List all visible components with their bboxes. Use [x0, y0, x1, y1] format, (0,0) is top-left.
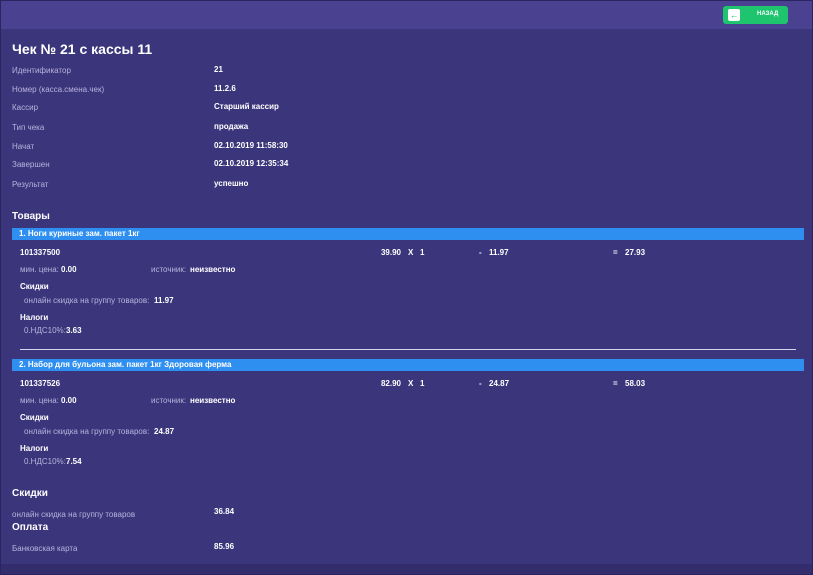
page-title: Чек № 21 с кассы 11: [12, 41, 153, 57]
section-title: Оплата: [12, 522, 49, 533]
tax-label: 0.НДС10%:: [24, 457, 66, 466]
info-value: 02.10.2019 11:58:30: [214, 141, 288, 150]
item-discount: 11.97: [489, 248, 509, 257]
item-minus: -: [479, 379, 482, 388]
separator: [20, 349, 796, 350]
item-total: 27.93: [625, 248, 646, 257]
discount-label: онлайн скидка на группу товаров:: [24, 427, 150, 436]
min-price: 0.00: [61, 396, 77, 405]
back-icon: ←: [728, 9, 740, 21]
item-total: 58.03: [625, 379, 646, 388]
discounts-title: Скидки: [20, 282, 49, 291]
discount-total-value: 36.84: [214, 507, 235, 516]
source: неизвестно: [190, 265, 236, 274]
info-label: Начат: [12, 142, 35, 151]
item-price: 39.90: [380, 248, 401, 257]
tax-value: 7.54: [66, 457, 82, 466]
section-title: Товары: [12, 211, 50, 222]
item-multiply: X: [408, 379, 414, 388]
min-price-label: мин. цена:: [20, 265, 59, 274]
item-header: 2. Набор для бульона зам. пакет 1кг Здор…: [19, 360, 232, 369]
taxes-title: Налоги: [20, 313, 49, 322]
back-button[interactable]: ← НАЗАД: [723, 6, 788, 24]
item-header-bar: [12, 359, 804, 371]
source-label: источник:: [151, 265, 187, 274]
tax-label: 0.НДС10%:: [24, 326, 66, 335]
item-equals: =: [613, 248, 618, 257]
item-discount: 24.87: [489, 379, 510, 388]
min-price-label: мин. цена:: [20, 396, 59, 405]
info-label: Идентификатор: [12, 66, 71, 75]
info-value: 02.10.2019 12:35:34: [214, 159, 289, 168]
top-bar: ← НАЗАД: [1, 1, 812, 29]
discount-total-label: онлайн скидка на группу товаров: [12, 510, 136, 519]
source: неизвестно: [190, 396, 236, 405]
item-equals: =: [613, 379, 618, 388]
info-value: 11.2.6: [214, 84, 236, 93]
section-title: Скидки: [12, 488, 48, 499]
item-header-bar: [12, 228, 804, 240]
back-label: НАЗАД: [757, 11, 779, 17]
info-label: Тип чека: [12, 123, 45, 132]
info-value: успешно: [214, 179, 249, 188]
info-value: Старший кассир: [214, 102, 279, 111]
discount-value: 11.97: [154, 296, 174, 305]
payment-value: 85.96: [214, 542, 235, 551]
info-value: 21: [214, 65, 223, 74]
taxes-title: Налоги: [20, 444, 49, 453]
info-label: Результат: [12, 180, 49, 189]
footer-strip: [1, 564, 812, 574]
discounts-title: Скидки: [20, 413, 49, 422]
info-label: Кассир: [12, 103, 39, 112]
tax-value: 3.63: [66, 326, 82, 335]
info-value: продажа: [214, 122, 249, 131]
min-price: 0.00: [61, 265, 77, 274]
item-code: 101337526: [20, 379, 61, 388]
discount-label: онлайн скидка на группу товаров:: [24, 296, 150, 305]
item-multiply: X: [408, 248, 414, 257]
item-header: 1. Ноги куриные зам. пакет 1кг: [19, 229, 140, 238]
item-quantity: 1: [420, 248, 425, 257]
info-label: Завершен: [12, 160, 50, 169]
item-minus: -: [479, 248, 482, 257]
item-price: 82.90: [380, 379, 401, 388]
item-quantity: 1: [420, 379, 425, 388]
info-label: Номер (касса.смена.чек): [12, 85, 105, 94]
discount-value: 24.87: [154, 427, 175, 436]
source-label: источник:: [151, 396, 187, 405]
payment-label: Банковская карта: [12, 544, 78, 553]
item-code: 101337500: [20, 248, 61, 257]
